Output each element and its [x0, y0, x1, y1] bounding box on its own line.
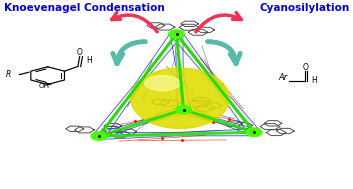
Text: O: O: [303, 63, 309, 72]
Ellipse shape: [131, 68, 229, 129]
Circle shape: [176, 105, 191, 114]
Text: Ar: Ar: [279, 73, 288, 82]
Text: H: H: [87, 56, 92, 65]
Text: OH: OH: [38, 83, 50, 89]
Text: Cyanosilylation: Cyanosilylation: [259, 3, 349, 13]
Text: O: O: [77, 48, 83, 57]
Text: R: R: [6, 70, 11, 79]
Ellipse shape: [145, 76, 180, 91]
Text: Knoevenagel Condensation: Knoevenagel Condensation: [4, 3, 164, 13]
Circle shape: [246, 128, 262, 136]
Circle shape: [169, 30, 184, 38]
Circle shape: [91, 132, 107, 140]
Text: H: H: [312, 76, 317, 85]
